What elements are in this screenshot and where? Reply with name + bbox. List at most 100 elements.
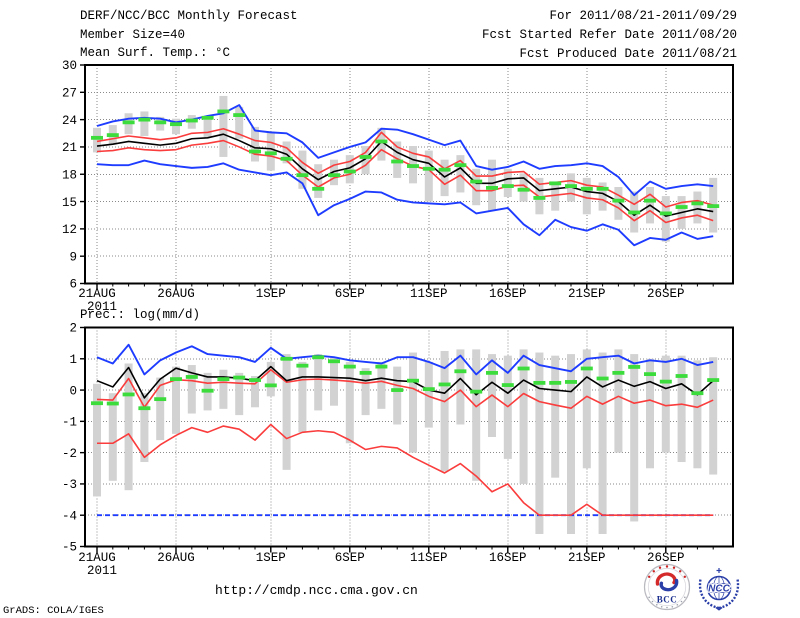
member-spread-bar <box>251 126 259 162</box>
y-axis-tick-label: -5 <box>62 541 77 555</box>
x-axis-tick-label: 11SEP <box>410 551 448 565</box>
member-spread-bar <box>330 159 338 186</box>
member-spread-bar <box>661 355 670 453</box>
member-spread-bar <box>156 377 165 441</box>
x-axis-tick-label: 16SEP <box>489 551 527 565</box>
member-spread-bar <box>709 357 718 475</box>
member-spread-bar <box>203 118 212 137</box>
member-spread-bar <box>582 349 591 469</box>
member-spread-bar <box>93 127 101 153</box>
member-spread-bar <box>235 106 244 139</box>
prec-panel-title: Prec.: log(mm/d) <box>80 308 201 322</box>
member-spread-bar <box>693 360 702 469</box>
member-spread-bar <box>187 365 196 414</box>
member-spread-bar <box>219 95 228 157</box>
member-spread-bar <box>298 361 307 433</box>
member-spread-bar <box>377 127 386 161</box>
x-axis-tick-label: 21AUG <box>78 287 116 301</box>
bcc-logo-blue-swirl <box>659 578 679 592</box>
y-axis-tick-label: 24 <box>62 114 77 128</box>
x-axis-tick-label: 1SEP <box>256 551 286 565</box>
member-spread-bar <box>314 354 323 411</box>
member-spread-bar <box>330 357 338 406</box>
member-spread-bar <box>614 186 623 220</box>
member-spread-bar <box>172 118 180 135</box>
member-spread-bar <box>93 383 101 497</box>
member-spread-bar <box>567 354 575 534</box>
ensemble-mean <box>96 133 714 217</box>
member-spread-bar <box>361 368 370 416</box>
y-axis-tick-label: -4 <box>62 509 77 523</box>
member-spread-bar <box>424 150 433 202</box>
lower-spread <box>97 423 714 517</box>
member-spread-bar <box>614 349 623 453</box>
member-spread-bar <box>314 164 323 198</box>
bcc-logo-top-characters <box>648 565 686 578</box>
member-spread-bar <box>440 350 449 472</box>
y-axis-tick-label: 21 <box>62 141 77 155</box>
x-axis-tick-label: 16SEP <box>489 287 527 301</box>
temp-chart-panel: 6 9 12 15 18 21 24 27 30 21AUG 26AUG 1SEP 6SEP 11SEP 1… <box>62 59 734 314</box>
ensemble-mean <box>96 365 714 399</box>
x-axis-tick-label: 26AUG <box>157 287 195 301</box>
y-axis-tick-label: 27 <box>62 87 77 101</box>
member-spread-bar <box>661 196 670 242</box>
x-axis-tick-label: 11SEP <box>410 287 448 301</box>
y-axis-tick-label: 9 <box>69 250 77 264</box>
x-axis-tick-label: 21SEP <box>568 287 606 301</box>
x-axis-tick-label: 26SEP <box>647 287 685 301</box>
member-spread-bar <box>108 393 117 481</box>
bcc-logo: BCC <box>643 563 691 611</box>
fcst-started-label: Fcst Started Refer Date 2011/08/20 <box>481 28 737 42</box>
member-max <box>96 104 714 197</box>
member-spread-bar <box>519 173 528 202</box>
x-axis-tick-label: 6SEP <box>335 551 365 565</box>
member-spread-bar <box>440 159 449 197</box>
member-min <box>96 159 714 247</box>
member-spread-bar <box>235 372 244 416</box>
member-spread-bar <box>646 358 654 469</box>
member-spread-bar <box>409 352 417 453</box>
member-size-label: Member Size=40 <box>80 28 186 42</box>
member-spread-bar <box>140 393 149 463</box>
member-spread-bar <box>693 191 702 224</box>
y-axis-tick-label: 0 <box>69 384 77 398</box>
bcc-logo-inner-ring <box>647 567 687 607</box>
member-spread-bar <box>677 355 686 463</box>
ncc-logo-wreath-tie <box>715 606 723 611</box>
member-spread-bar <box>377 361 386 409</box>
temp-panel-title: Mean Surf. Temp.: °C <box>80 46 231 60</box>
member-spread-bar <box>345 361 354 444</box>
member-spread-bar <box>535 352 544 534</box>
member-spread-bar <box>551 355 560 478</box>
ncc-logo-top-emblem <box>716 568 722 573</box>
member-spread-bar <box>582 177 591 215</box>
member-spread-bar <box>519 349 528 484</box>
member-spread-bar <box>172 366 180 434</box>
y-axis-tick-label: 6 <box>69 278 77 292</box>
x-axis-year-label: 2011 <box>87 564 117 578</box>
prec-chart-panel: -5 -4 -3 -2 -1 0 1 2 21AUG 26AUG 1SEP 6SEP 11SEP 16SE… <box>62 322 734 578</box>
member-spread-bar <box>124 363 133 491</box>
source-url: http://cmdp.ncc.cma.gov.cn <box>215 583 418 598</box>
member-max <box>96 343 714 376</box>
y-axis-tick-label: -1 <box>62 416 77 430</box>
member-spread-bar <box>140 111 149 137</box>
member-spread-bar <box>472 349 481 481</box>
member-spread-bar <box>361 146 370 175</box>
member-spread-bar <box>598 182 607 211</box>
y-axis-tick-label: 1 <box>69 353 77 367</box>
forecast-range-label: For 2011/08/21-2011/09/29 <box>549 9 737 23</box>
x-axis-tick-label: 21SEP <box>568 551 606 565</box>
ncc-logo-wreath-left <box>698 578 720 610</box>
ncc-logo-globe-lines <box>708 576 730 600</box>
member-spread-bar <box>488 159 496 211</box>
x-axis-tick-label: 1SEP <box>256 287 286 301</box>
y-axis-tick-label: -2 <box>62 447 77 461</box>
page-title: DERF/NCC/BCC Monthly Forecast <box>80 9 298 23</box>
y-axis-tick-label: 12 <box>62 223 77 237</box>
member-spread-bar <box>266 361 275 397</box>
member-spread-bar <box>598 352 607 534</box>
bcc-logo-text: BCC <box>657 595 678 605</box>
